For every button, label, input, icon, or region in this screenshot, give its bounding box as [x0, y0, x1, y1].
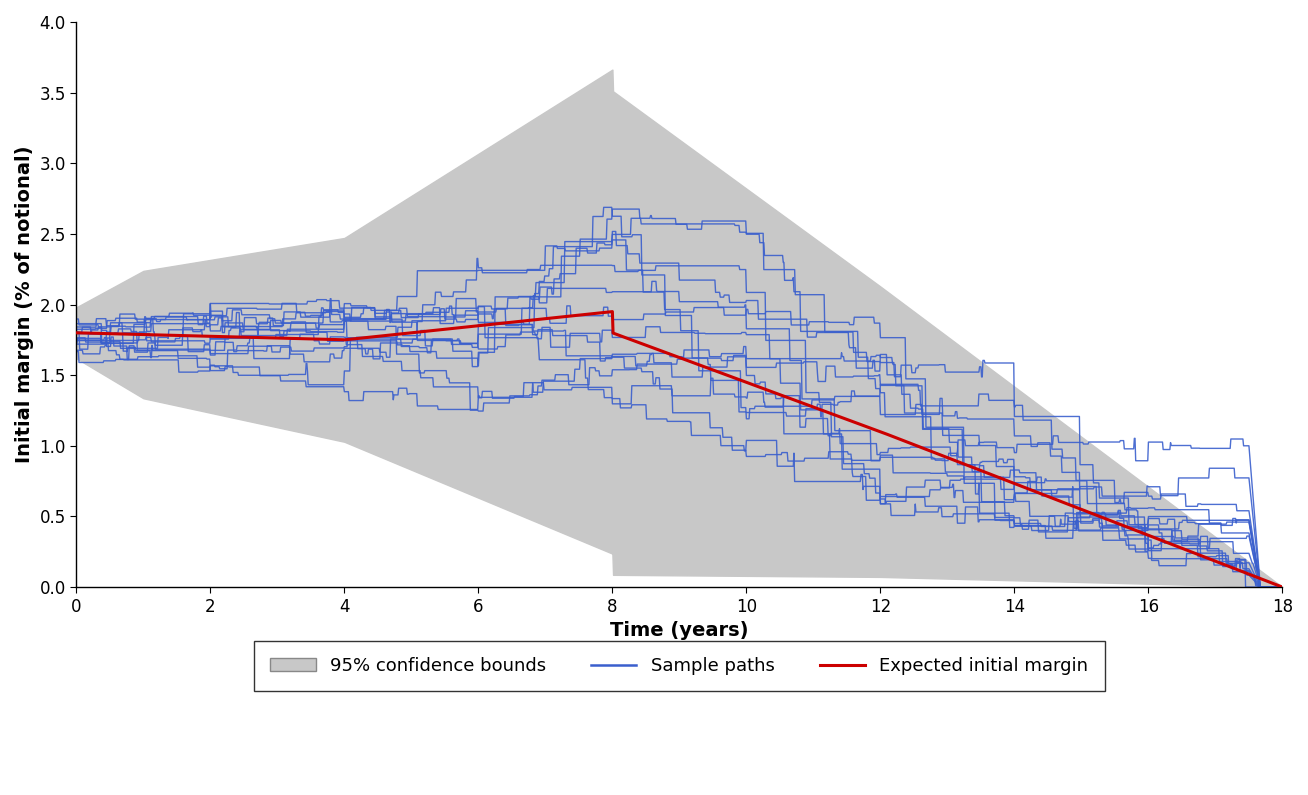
X-axis label: Time (years): Time (years) [610, 621, 748, 640]
Legend: 95% confidence bounds, Sample paths, Expected initial margin: 95% confidence bounds, Sample paths, Exp… [254, 641, 1105, 691]
Y-axis label: Initial margin (% of notional): Initial margin (% of notional) [14, 145, 34, 463]
